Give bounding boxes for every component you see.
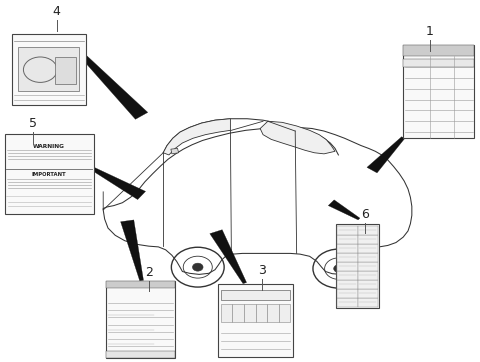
Bar (403, 45, 474, 56)
FancyBboxPatch shape (218, 284, 293, 357)
Text: 6: 6 (361, 208, 369, 221)
Bar (267, 304, 279, 322)
Polygon shape (260, 121, 335, 154)
Bar (358, 289, 378, 298)
Text: 2: 2 (145, 266, 153, 279)
Bar (337, 289, 358, 298)
Bar (18, 47, 79, 91)
Text: 3: 3 (258, 264, 265, 277)
Bar (337, 235, 358, 244)
Bar (221, 304, 232, 322)
Text: WARNING: WARNING (33, 144, 65, 148)
Bar (255, 304, 267, 322)
Polygon shape (210, 230, 247, 284)
Bar (358, 262, 378, 270)
Bar (221, 290, 290, 300)
Bar (358, 279, 378, 289)
Bar (337, 298, 358, 307)
Text: 4: 4 (53, 5, 60, 18)
Bar (106, 281, 175, 288)
Bar (337, 270, 358, 279)
Bar (55, 57, 76, 84)
FancyBboxPatch shape (5, 134, 94, 214)
Bar (403, 59, 474, 67)
Bar (358, 235, 378, 244)
FancyBboxPatch shape (106, 281, 175, 358)
Bar (337, 244, 358, 253)
Text: IMPORTANT: IMPORTANT (32, 172, 67, 177)
Polygon shape (163, 119, 230, 155)
Text: 5: 5 (29, 117, 36, 130)
Circle shape (192, 263, 203, 271)
Polygon shape (328, 200, 360, 220)
Polygon shape (367, 137, 405, 173)
Bar (337, 226, 358, 235)
FancyBboxPatch shape (12, 34, 86, 105)
Bar (358, 298, 378, 307)
Bar (358, 226, 378, 235)
FancyBboxPatch shape (336, 224, 379, 308)
Circle shape (334, 265, 344, 273)
Bar (337, 279, 358, 289)
Bar (244, 304, 255, 322)
Text: 1: 1 (426, 25, 433, 38)
Bar (358, 253, 378, 262)
Polygon shape (171, 148, 179, 154)
Bar (232, 304, 244, 322)
Bar (106, 350, 175, 358)
Bar (358, 244, 378, 253)
Bar (279, 304, 290, 322)
Polygon shape (88, 165, 145, 199)
Bar (337, 253, 358, 262)
Polygon shape (72, 46, 148, 119)
Polygon shape (120, 220, 144, 281)
Bar (358, 270, 378, 279)
FancyBboxPatch shape (403, 45, 474, 138)
Bar (337, 262, 358, 270)
